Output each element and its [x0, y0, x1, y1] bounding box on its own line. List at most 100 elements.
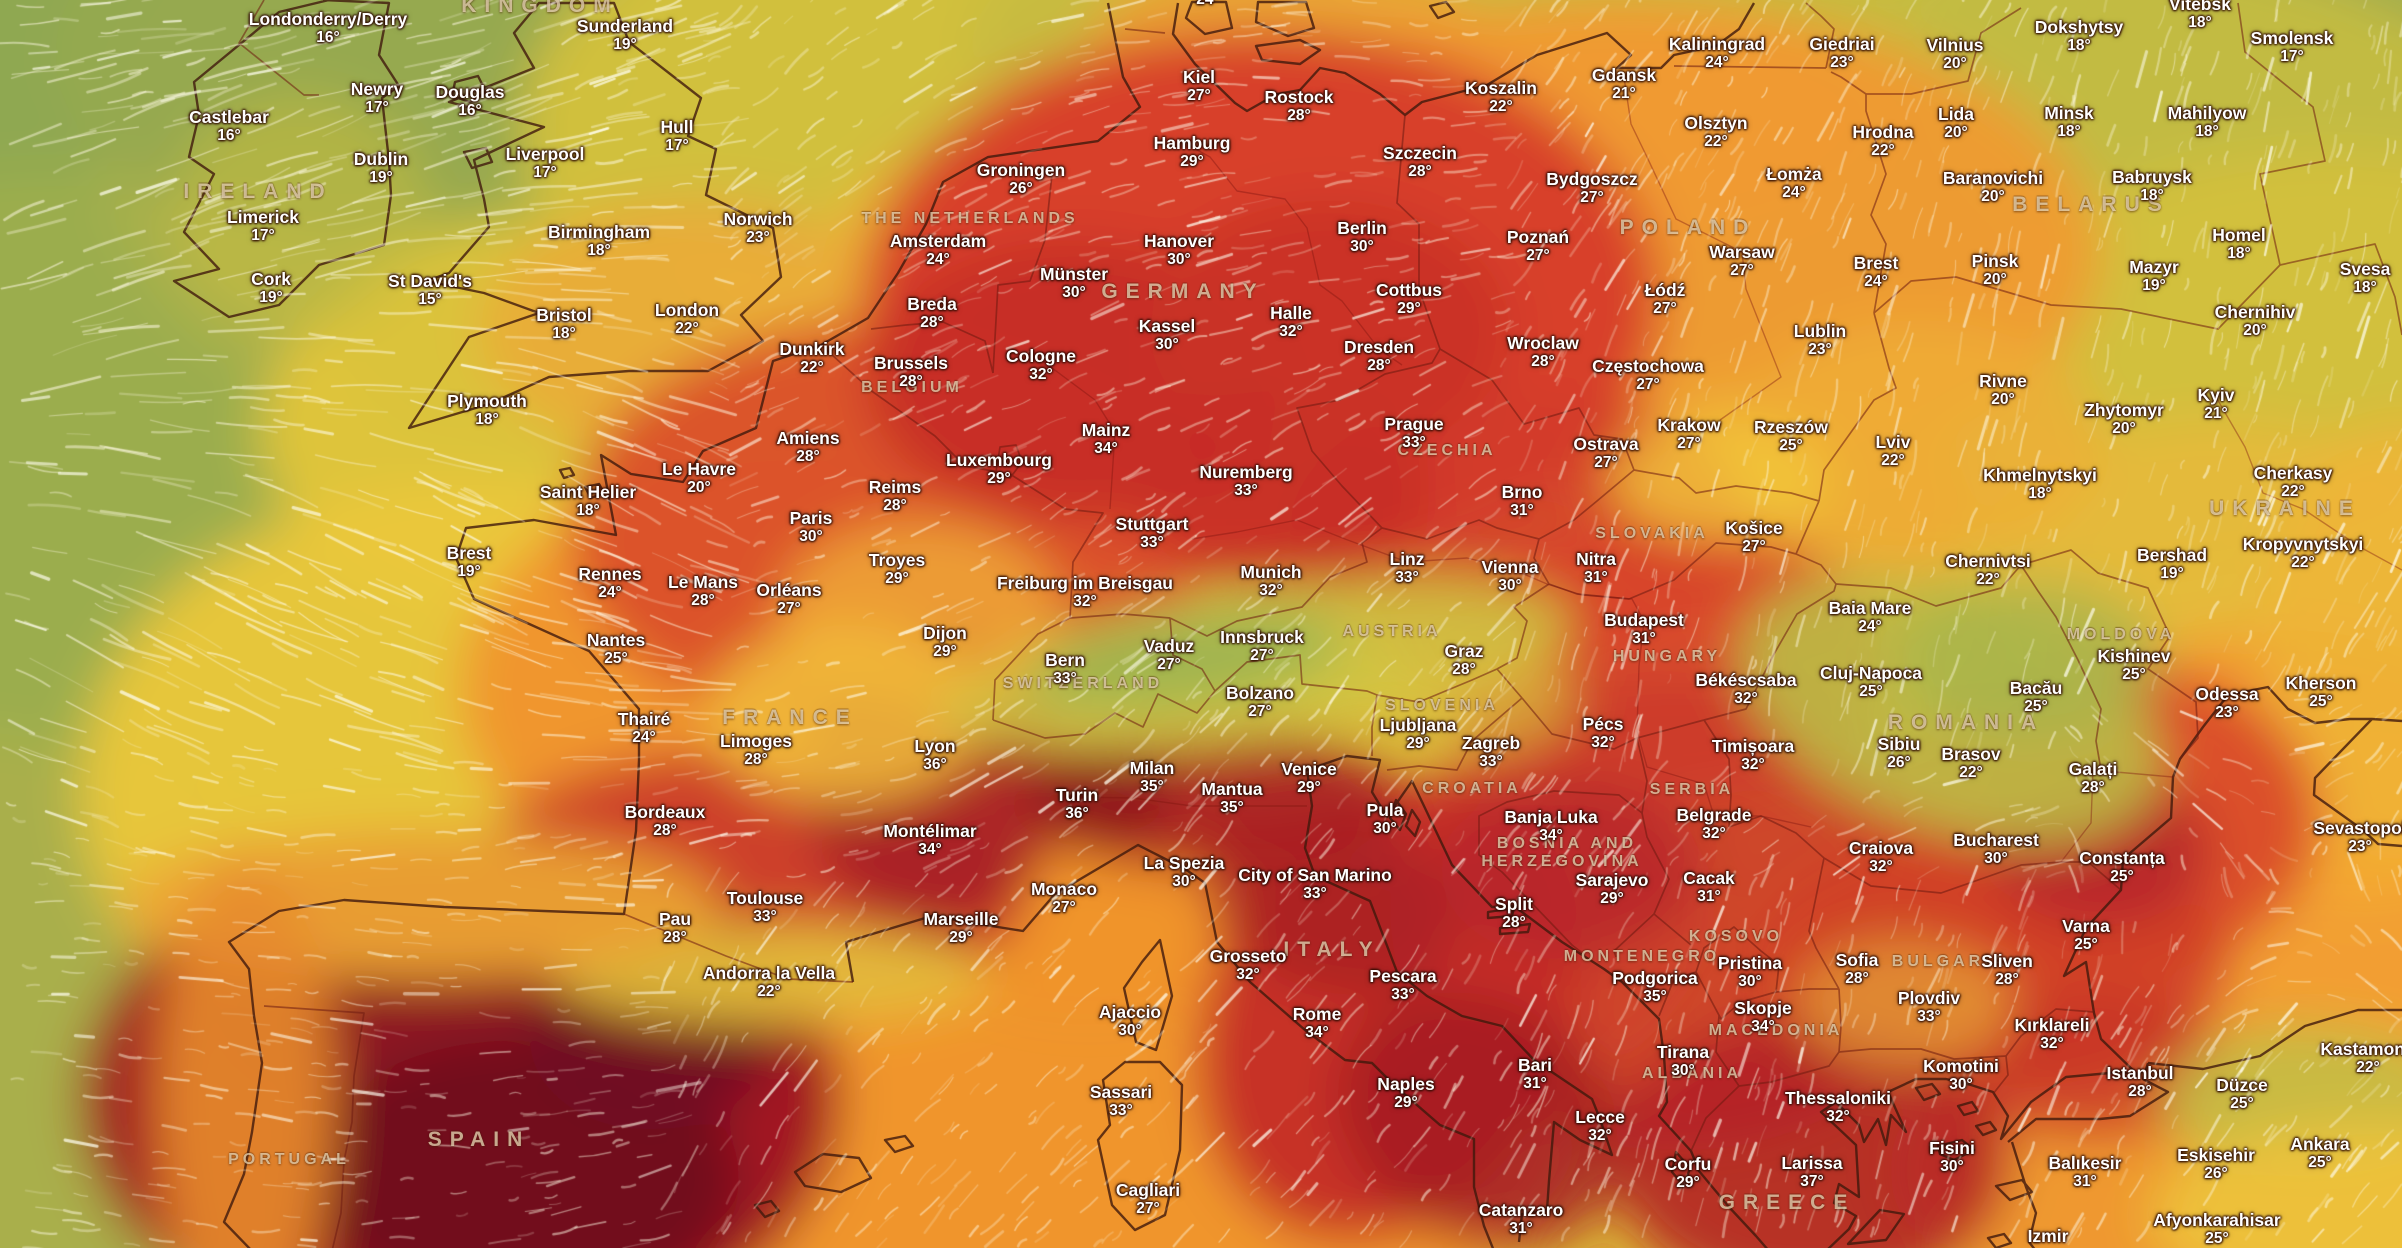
city-label[interactable]: Kaliningrad 24° [1669, 35, 1765, 72]
city-label[interactable]: Split 28° [1495, 895, 1533, 932]
city-label[interactable]: Toulouse 33° [727, 889, 803, 926]
city-label[interactable]: Grosseto 32° [1210, 947, 1287, 984]
city-label[interactable]: Kherson 25° [2286, 674, 2357, 711]
city-label[interactable]: Lecce 32° [1575, 1108, 1625, 1145]
city-label[interactable]: Bristol 18° [536, 306, 591, 343]
city-label[interactable]: City of San Marino 33° [1238, 866, 1392, 903]
city-label[interactable]: Innsbruck 27° [1220, 628, 1304, 665]
city-label[interactable]: Lublin 23° [1794, 322, 1846, 359]
city-label[interactable]: Belgrade 32° [1677, 806, 1752, 843]
city-label[interactable]: Warsaw 27° [1709, 243, 1775, 280]
city-label[interactable]: Sliven 28° [1981, 952, 2033, 989]
city-label[interactable]: Sofia 28° [1836, 951, 1879, 988]
city-label[interactable]: Brussels 28° [874, 354, 948, 391]
city-label[interactable]: Bern 33° [1045, 651, 1085, 688]
city-label[interactable]: Monaco 27° [1031, 880, 1097, 917]
city-label[interactable]: Montélimar 34° [883, 822, 976, 859]
city-label[interactable]: Krakow 27° [1657, 416, 1720, 453]
city-label[interactable]: Svesa 18° [2340, 260, 2391, 297]
city-label[interactable]: Halle 32° [1270, 304, 1312, 341]
city-label[interactable]: London 22° [655, 301, 719, 338]
city-label[interactable]: Cottbus 29° [1376, 281, 1442, 318]
city-label[interactable]: Lyon 36° [914, 737, 955, 774]
city-label[interactable]: Banja Luka 34° [1504, 808, 1597, 845]
city-label[interactable]: Chernihiv 20° [2215, 303, 2296, 340]
city-label[interactable]: Varna 25° [2062, 917, 2110, 954]
city-label[interactable]: Pau 28° [659, 910, 691, 947]
city-label[interactable]: Nitra 31° [1576, 550, 1616, 587]
city-label[interactable]: Afyonkarahisar 25° [2153, 1211, 2280, 1248]
city-label[interactable]: Pescara 33° [1369, 967, 1436, 1004]
city-label[interactable]: Homel 18° [2212, 226, 2265, 263]
city-label[interactable]: Londonderry/Derry 16° [249, 10, 408, 47]
city-label[interactable]: Le Mans 28° [668, 573, 738, 610]
city-label[interactable]: Douglas 16° [435, 83, 504, 120]
city-label[interactable]: Thessaloniki 32° [1785, 1089, 1891, 1126]
city-label[interactable]: Cagliari 27° [1116, 1181, 1180, 1218]
city-label[interactable]: Bucharest 30° [1953, 831, 2039, 868]
city-label[interactable]: Rome 34° [1293, 1005, 1342, 1042]
city-label[interactable]: Paris 30° [790, 509, 833, 546]
city-label[interactable]: Amsterdam 24° [890, 232, 986, 269]
city-label[interactable]: Mazyr 19° [2129, 258, 2179, 295]
city-label[interactable]: Vitebsk 18° [2169, 0, 2231, 32]
city-label[interactable]: Kropyvnytskyi 22° [2243, 535, 2364, 572]
city-label[interactable]: St David's 15° [388, 272, 472, 309]
city-label[interactable]: Komotini 30° [1923, 1057, 1999, 1094]
city-label[interactable]: Turin 36° [1056, 786, 1098, 823]
city-label[interactable]: Nantes 25° [587, 631, 645, 668]
city-label[interactable]: Brest 19° [447, 544, 492, 581]
city-label[interactable]: Limoges 28° [720, 732, 792, 769]
city-label[interactable]: Balıkesir 31° [2049, 1154, 2122, 1191]
city-label[interactable]: Baranovichi 20° [1943, 169, 2043, 206]
city-label[interactable]: Groningen 26° [977, 161, 1065, 198]
city-label[interactable]: Mantua 35° [1201, 780, 1262, 817]
city-label[interactable]: La Spezia 30° [1144, 854, 1225, 891]
city-label[interactable]: Podgorica 35° [1612, 969, 1698, 1006]
city-label[interactable]: Andorra la Vella 22° [703, 964, 835, 1001]
city-label[interactable]: Liverpool 17° [506, 145, 585, 182]
city-label[interactable]: Bershad 19° [2137, 546, 2207, 583]
city-label[interactable]: Hrodna 22° [1852, 123, 1913, 160]
city-label[interactable]: Izmir [2028, 1227, 2069, 1246]
city-label[interactable]: Bolzano 27° [1226, 684, 1294, 721]
city-label[interactable]: Linz 33° [1390, 550, 1425, 587]
city-label[interactable]: Łomża 24° [1766, 165, 1821, 202]
city-label[interactable]: Hamburg 29° [1154, 134, 1231, 171]
city-label[interactable]: Norwich 23° [723, 210, 792, 247]
city-label[interactable]: Freiburg im Breisgau 32° [997, 574, 1173, 611]
city-label[interactable]: Milan 35° [1130, 759, 1175, 796]
city-label[interactable]: Berlin 30° [1337, 219, 1387, 256]
city-label[interactable]: Rzeszów 25° [1754, 418, 1828, 455]
city-label[interactable]: Reims 28° [869, 478, 922, 515]
city-label[interactable]: Pinsk 20° [1972, 252, 2019, 289]
city-label[interactable]: Pécs 32° [1583, 715, 1624, 752]
city-label[interactable]: Venice 29° [1281, 760, 1336, 797]
city-label[interactable]: Hull 17° [660, 118, 693, 155]
city-label[interactable]: Košice 27° [1725, 519, 1782, 556]
city-label[interactable]: Smolensk 17° [2251, 29, 2334, 66]
city-label[interactable]: Mahilyow 18° [2168, 104, 2247, 141]
city-label[interactable]: Skopje 34° [1734, 999, 1791, 1036]
city-label[interactable]: Khmelnytskyi 18° [1983, 466, 2097, 503]
city-label[interactable]: Szczecin 28° [1383, 144, 1457, 181]
city-label[interactable]: Stuttgart 33° [1116, 515, 1189, 552]
city-label[interactable]: Wroclaw 28° [1507, 334, 1579, 371]
city-label[interactable]: Babruysk 18° [2112, 168, 2192, 205]
city-label[interactable]: Odessa 23° [2195, 685, 2258, 722]
city-label[interactable]: Düzce 25° [2216, 1076, 2268, 1113]
city-label[interactable]: Poznań 27° [1507, 228, 1569, 265]
city-label[interactable]: Brest 24° [1854, 254, 1899, 291]
city-label[interactable]: Cluj-Napoca 25° [1820, 664, 1922, 701]
city-label[interactable]: Saint Helier 18° [540, 483, 636, 520]
city-label[interactable]: Cologne 32° [1006, 347, 1076, 384]
city-label[interactable]: Orléans 27° [756, 581, 821, 618]
city-label[interactable]: Ajaccio 30° [1099, 1003, 1161, 1040]
city-label[interactable]: Nuremberg 33° [1199, 463, 1292, 500]
city-label[interactable]: Constanța 25° [2079, 849, 2165, 886]
city-label[interactable]: Bordeaux 28° [625, 803, 706, 840]
city-label[interactable]: Vienna 30° [1481, 558, 1538, 595]
city-label[interactable]: Bacău 25° [2010, 679, 2063, 716]
city-label[interactable]: Ankara 25° [2290, 1135, 2349, 1172]
city-label[interactable]: Rennes 24° [578, 565, 641, 602]
